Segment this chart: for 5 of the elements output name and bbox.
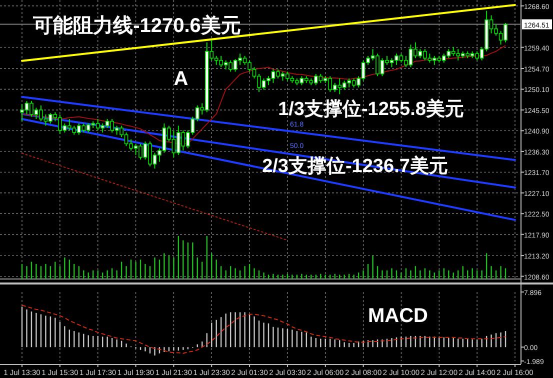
line-series: [22, 304, 506, 354]
annotation: A: [174, 68, 188, 90]
annotation: 可能阻力线-1270.6美元: [32, 14, 241, 37]
annotation: MACD: [368, 305, 428, 327]
annotation: 1/3支撑位-1255.8美元: [278, 98, 464, 120]
